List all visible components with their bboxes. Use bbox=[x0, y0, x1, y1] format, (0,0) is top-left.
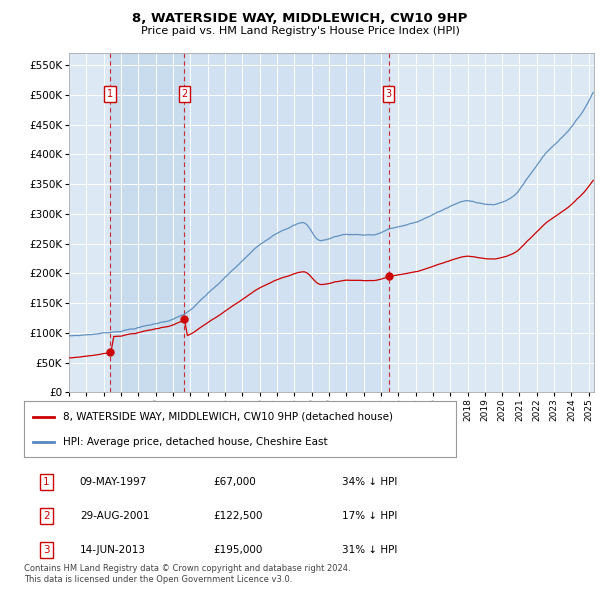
Text: £122,500: £122,500 bbox=[214, 511, 263, 521]
Text: £195,000: £195,000 bbox=[214, 545, 263, 555]
Text: 3: 3 bbox=[386, 89, 392, 99]
Text: 34% ↓ HPI: 34% ↓ HPI bbox=[342, 477, 397, 487]
Text: 2: 2 bbox=[43, 511, 50, 521]
Text: Price paid vs. HM Land Registry's House Price Index (HPI): Price paid vs. HM Land Registry's House … bbox=[140, 26, 460, 35]
Text: 31% ↓ HPI: 31% ↓ HPI bbox=[342, 545, 397, 555]
Text: £67,000: £67,000 bbox=[214, 477, 256, 487]
Text: 8, WATERSIDE WAY, MIDDLEWICH, CW10 9HP (detached house): 8, WATERSIDE WAY, MIDDLEWICH, CW10 9HP (… bbox=[63, 412, 393, 422]
Bar bbox=[110, 53, 184, 392]
Text: Contains HM Land Registry data © Crown copyright and database right 2024.
This d: Contains HM Land Registry data © Crown c… bbox=[24, 565, 350, 584]
Text: 29-AUG-2001: 29-AUG-2001 bbox=[80, 511, 149, 521]
Text: 17% ↓ HPI: 17% ↓ HPI bbox=[342, 511, 397, 521]
Text: 8, WATERSIDE WAY, MIDDLEWICH, CW10 9HP: 8, WATERSIDE WAY, MIDDLEWICH, CW10 9HP bbox=[133, 12, 467, 25]
Text: 1: 1 bbox=[43, 477, 50, 487]
Text: HPI: Average price, detached house, Cheshire East: HPI: Average price, detached house, Ches… bbox=[63, 437, 328, 447]
Text: 2: 2 bbox=[181, 89, 188, 99]
Text: 3: 3 bbox=[43, 545, 50, 555]
Bar bbox=[184, 53, 389, 392]
Text: 14-JUN-2013: 14-JUN-2013 bbox=[80, 545, 146, 555]
Text: 09-MAY-1997: 09-MAY-1997 bbox=[80, 477, 147, 487]
Text: 1: 1 bbox=[107, 89, 113, 99]
